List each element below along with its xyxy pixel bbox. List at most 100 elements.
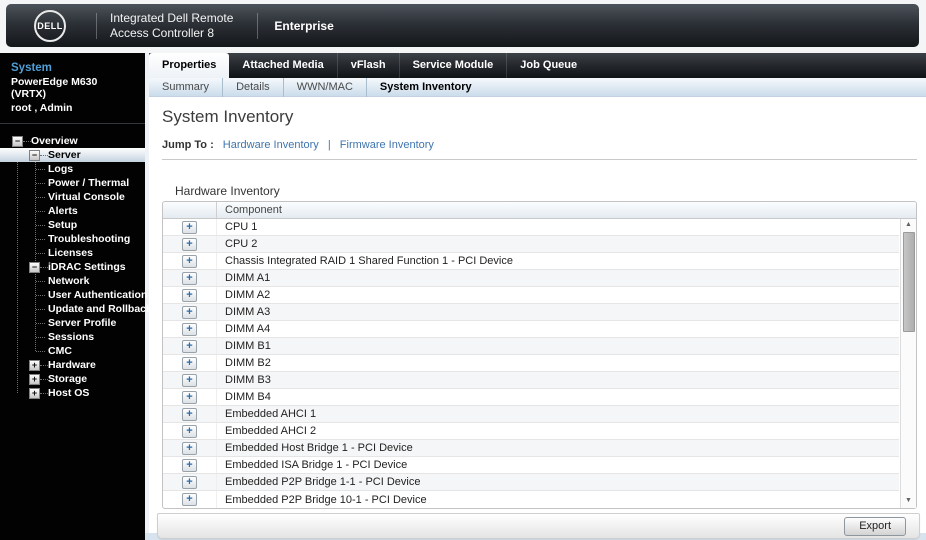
tree-connector [36,224,45,226]
sidebar-item-licenses[interactable]: Licenses [0,246,145,260]
tab-properties[interactable]: Properties [149,53,230,78]
sidebar-item-server-profile[interactable]: Server Profile [0,316,145,330]
sidebar-item-hardware[interactable]: + Hardware [0,358,145,372]
sidebar-item-virtual-console[interactable]: Virtual Console [0,190,145,204]
expand-cell: + [163,338,217,354]
sidebar-item-alerts[interactable]: Alerts [0,204,145,218]
expand-cell: + [163,423,217,439]
tab-job-queue[interactable]: Job Queue [506,53,590,78]
sidebar-item-user-authentication[interactable]: User Authentication [0,288,147,302]
tree-connector [36,210,45,212]
expand-minus-icon[interactable]: − [29,149,40,161]
expand-row-icon[interactable]: + [182,373,197,387]
sidebar-item-label: Host OS [48,387,90,399]
expand-row-icon[interactable]: + [182,441,197,455]
expand-row-icon[interactable]: + [182,356,197,370]
expand-row-icon[interactable]: + [182,220,197,234]
expand-plus-icon[interactable]: + [29,387,40,399]
tree-connector [40,266,48,268]
tree-connector [36,280,45,282]
jump-to-row: Jump To : Hardware Inventory | Firmware … [162,139,926,151]
expand-row-icon[interactable]: + [182,254,197,268]
component-name: Embedded P2P Bridge 1-1 - PCI Device [225,476,421,488]
sidebar-header: System PowerEdge M630 (VRTX) root , Admi… [0,53,145,124]
component-name: Embedded AHCI 1 [225,408,317,420]
expand-cell: + [163,389,217,405]
server-model: PowerEdge M630 (VRTX) [11,76,98,100]
sidebar-item-cmc[interactable]: CMC [0,344,145,358]
expand-row-icon[interactable]: + [182,271,197,285]
sidebar-item-label: Server Profile [48,317,117,329]
scroll-down-icon[interactable]: ▼ [905,497,912,504]
sidebar-item-idrac-settings[interactable]: − iDRAC Settings [0,260,145,274]
sidebar-item-network[interactable]: Network [0,274,145,288]
expand-minus-icon[interactable]: − [12,135,23,147]
component-name: DIMM B2 [225,357,271,369]
scrollbar-thumb[interactable] [902,232,915,332]
expand-row-icon[interactable]: + [182,237,197,251]
expand-row-icon[interactable]: + [182,424,197,438]
sidebar-item-label: Virtual Console [48,191,125,203]
expand-row-icon[interactable]: + [182,475,197,489]
app-header: DELL Integrated Dell Remote Access Contr… [6,4,919,47]
expand-column-header [163,202,217,218]
export-button[interactable]: Export [844,516,906,536]
expand-row-icon[interactable]: + [182,458,197,472]
sidebar-item-label: Update and Rollback [48,303,152,315]
expand-row-icon[interactable]: + [182,305,197,319]
tab-vflash[interactable]: vFlash [336,53,399,78]
scroll-up-icon[interactable]: ▲ [905,221,912,228]
component-name: DIMM B1 [225,340,271,352]
dell-logo-text: DELL [37,20,63,31]
table-body: + CPU 1 + CPU 2 + Chassis Integrated RAID 1 S… [163,219,899,508]
expand-row-icon[interactable]: + [182,288,197,302]
expand-row-icon[interactable]: + [182,339,197,353]
table-scrollbar[interactable]: ▲ ▼ [900,219,916,508]
tab-attached-media[interactable]: Attached Media [242,59,324,71]
tab-service-module[interactable]: Service Module [398,53,507,78]
product-name-line2: Access Controller 8 [110,25,215,40]
expand-plus-icon[interactable]: + [29,359,40,371]
tab-bar: Properties Attached Media vFlash Service Mo… [149,53,926,78]
sidebar-item-host-os[interactable]: + Host OS [0,386,145,400]
sidebar-item-setup[interactable]: Setup [0,218,145,232]
jump-link-firmware-inventory[interactable]: Firmware Inventory [339,139,434,151]
sidebar-item-label: Licenses [48,247,93,259]
jump-link-hardware-inventory[interactable]: Hardware Inventory [222,139,319,151]
table-row: + DIMM A3 [163,304,899,321]
expand-minus-icon[interactable]: − [29,261,40,273]
header-divider [96,12,97,39]
component-name: CPU 2 [225,238,258,250]
sidebar-item-logs[interactable]: Logs [0,162,145,176]
expand-cell: + [163,321,217,337]
tree-connector [36,252,45,254]
subtab-system-inventory[interactable]: System Inventory [365,77,485,97]
table-row: + DIMM B3 [163,372,899,389]
tree-connector [36,182,45,184]
subtab-details[interactable]: Details [222,77,283,97]
sidebar-item-storage[interactable]: + Storage [0,372,145,386]
sidebar-item-power-thermal[interactable]: Power / Thermal [0,176,145,190]
sidebar-item-update-and-rollback[interactable]: Update and Rollback [0,302,152,316]
subtab-wwn-mac[interactable]: WWN/MAC [282,77,366,97]
divider [162,159,917,160]
sidebar-item-sessions[interactable]: Sessions [0,330,145,344]
page-title: System Inventory [162,107,294,126]
sidebar-item-server[interactable]: − Server [0,148,145,162]
component-name: Embedded Host Bridge 1 - PCI Device [225,442,413,454]
expand-cell: + [163,236,217,252]
expand-row-icon[interactable]: + [182,390,197,404]
expand-cell: + [163,474,217,490]
expand-row-icon[interactable]: + [182,322,197,336]
expand-row-icon[interactable]: + [182,407,197,421]
subtab-summary[interactable]: Summary [162,80,210,93]
expand-plus-icon[interactable]: + [29,373,40,385]
sidebar-item-overview[interactable]: − Overview [0,134,145,148]
sidebar-item-troubleshooting[interactable]: Troubleshooting [0,232,145,246]
table-header-row: Component [163,202,916,219]
expand-row-icon[interactable]: + [182,493,197,506]
hardware-inventory-table: Component + CPU 1 + CPU 2 + Chassis Integrate… [162,201,917,509]
header-divider [257,12,259,39]
table-row: + Embedded Host Bridge 1 - PCI Device [163,440,899,457]
sidebar-item-label: Setup [48,219,78,231]
